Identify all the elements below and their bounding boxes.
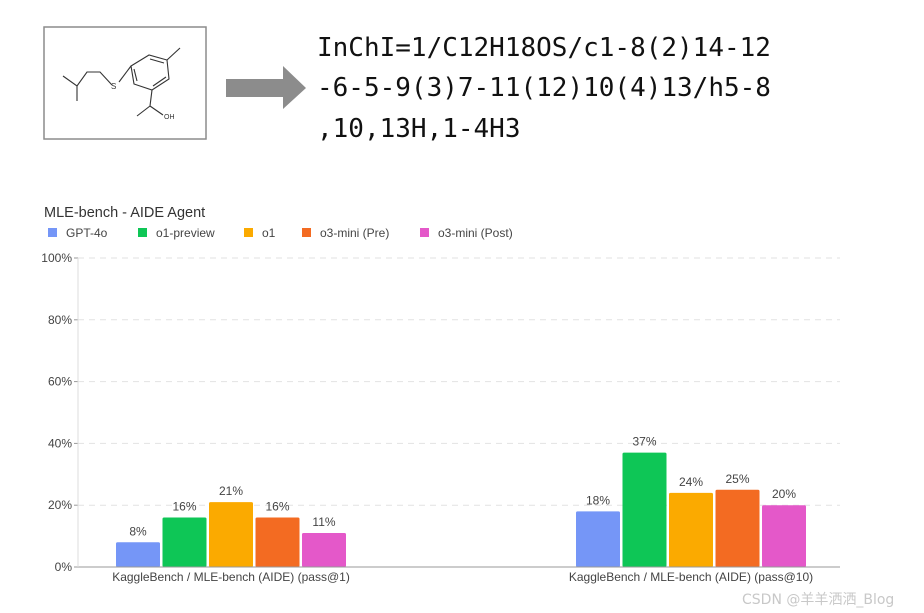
bar-value-label-1-2: 24% (679, 475, 703, 489)
inchi-line-1: InChI=1/C12H18OS/c1-8(2)14-12 (317, 33, 771, 63)
y-tick-label-3: 60% (48, 375, 72, 389)
y-tick-label-1: 20% (48, 498, 72, 512)
bar-value-label-1-0: 18% (586, 493, 610, 507)
bar-value-label-0-1: 16% (172, 500, 196, 514)
bar-1-2 (669, 492, 713, 567)
legend-label-3: o3-mini (Pre) (320, 226, 389, 240)
y-tick-label-5: 100% (41, 251, 72, 265)
bar-value-label-0-3: 16% (265, 500, 289, 514)
bar-value-label-1-4: 20% (772, 487, 796, 501)
bar-1-1 (622, 452, 667, 567)
y-tick-label-0: 0% (55, 560, 73, 574)
bar-1-4 (762, 505, 806, 567)
bar-1-0 (576, 511, 620, 567)
legend-swatch-2 (244, 228, 253, 237)
y-tick-label-4: 80% (48, 313, 72, 327)
bar-chart: MLE-bench - AIDE Agent GPT-4o o1-preview o… (41, 205, 840, 584)
bar-0-1 (162, 517, 207, 567)
chart-legend: GPT-4o o1-preview o1 o3-mini (Pre) o3-mini (… (48, 226, 513, 240)
hydroxyl-atom-label: OH (164, 114, 175, 121)
bar-0-3 (255, 517, 300, 567)
bar-value-label-1-1: 37% (632, 435, 656, 449)
chart-grid: 0% 20% 40% 60% 80% 100% (41, 251, 840, 574)
legend-label-4: o3-mini (Post) (438, 226, 513, 240)
legend-swatch-4 (420, 228, 429, 237)
legend-label-1: o1-preview (156, 226, 215, 240)
y-tick-label-2: 40% (48, 436, 72, 450)
bar-value-label-0-2: 21% (219, 484, 243, 498)
inchi-line-2: -6-5-9(3)7-11(12)10(4)13/h5-8 (317, 73, 771, 103)
legend-swatch-0 (48, 228, 57, 237)
x-category-label-0: KaggleBench / MLE-bench (AIDE) (pass@1) (112, 570, 350, 584)
chart-bars: 8% 16% 21% 16% 11% 18% 37% 24% 25% 20% (116, 435, 806, 567)
bar-0-4 (302, 533, 346, 567)
x-category-label-1: KaggleBench / MLE-bench (AIDE) (pass@10) (569, 570, 813, 584)
legend-label-0: GPT-4o (66, 226, 108, 240)
legend-label-2: o1 (262, 226, 276, 240)
bar-value-label-0-0: 8% (129, 524, 147, 538)
sulfur-atom-label: S (111, 82, 116, 91)
inchi-line-3: ,10,13H,1-4H3 (317, 114, 521, 144)
legend-swatch-1 (138, 228, 147, 237)
bar-0-2 (209, 502, 253, 567)
right-arrow-icon (226, 66, 306, 109)
bar-value-label-1-3: 25% (725, 472, 749, 486)
bar-1-3 (715, 489, 760, 567)
molecule-bonds (62, 47, 181, 117)
molecule-frame (43, 26, 207, 140)
chart-x-axis: KaggleBench / MLE-bench (AIDE) (pass@1) K… (77, 258, 840, 584)
molecule-structure-image: S OH (43, 26, 207, 140)
bar-0-0 (116, 542, 160, 567)
watermark: CSDN @羊羊洒洒_Blog (742, 592, 894, 608)
legend-swatch-3 (302, 228, 311, 237)
chart-title: MLE-bench - AIDE Agent (44, 205, 205, 221)
bar-value-label-0-4: 11% (312, 515, 335, 529)
